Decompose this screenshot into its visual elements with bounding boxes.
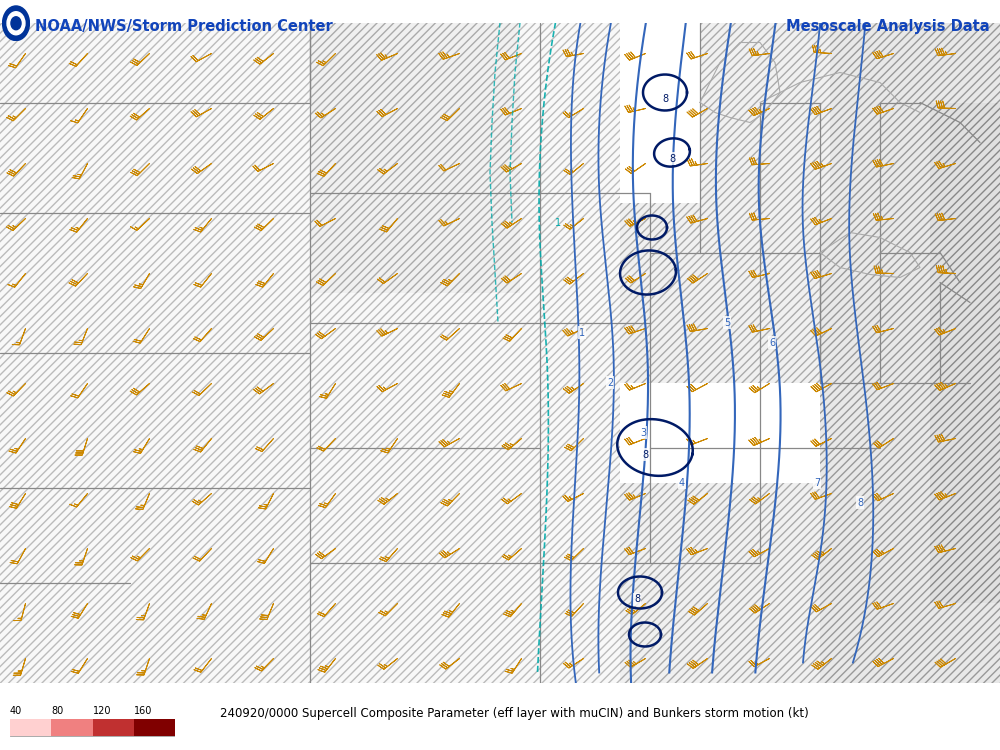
Bar (700, 22, 830, 202)
Bar (620, 202, 820, 382)
Text: Mesoscale Analysis Data: Mesoscale Analysis Data (786, 19, 990, 34)
Text: 8: 8 (662, 94, 668, 104)
Text: 40: 40 (10, 706, 22, 716)
Text: 8: 8 (857, 497, 863, 508)
Text: 5: 5 (724, 317, 730, 328)
Bar (51, 719, 93, 736)
Text: 6: 6 (769, 338, 775, 347)
Text: 1: 1 (579, 328, 585, 338)
Text: 160: 160 (134, 706, 152, 716)
Bar (134, 719, 175, 736)
Text: 1: 1 (555, 217, 561, 227)
Bar (620, 482, 820, 682)
Text: 8: 8 (642, 449, 648, 460)
Circle shape (7, 12, 25, 34)
Circle shape (3, 6, 29, 40)
Circle shape (11, 16, 21, 30)
Text: 3: 3 (640, 427, 646, 437)
Text: NOAA/NWS/Storm Prediction Center: NOAA/NWS/Storm Prediction Center (35, 19, 333, 34)
Bar (820, 22, 1000, 682)
Text: 120: 120 (93, 706, 111, 716)
Bar (930, 103, 1000, 602)
Bar (10, 719, 51, 736)
Bar (93, 719, 134, 736)
Text: 8: 8 (634, 595, 640, 604)
Text: 4: 4 (679, 478, 685, 488)
Text: 2: 2 (607, 377, 613, 388)
Text: 80: 80 (51, 706, 64, 716)
Bar (10, 719, 175, 736)
Text: 240920/0000 Supercell Composite Parameter (eff layer with muCIN) and Bunkers sto: 240920/0000 Supercell Composite Paramete… (220, 707, 809, 721)
Bar (310, 22, 520, 292)
Text: 8: 8 (669, 154, 675, 164)
Bar (0, 22, 620, 682)
Text: 7: 7 (814, 478, 820, 488)
